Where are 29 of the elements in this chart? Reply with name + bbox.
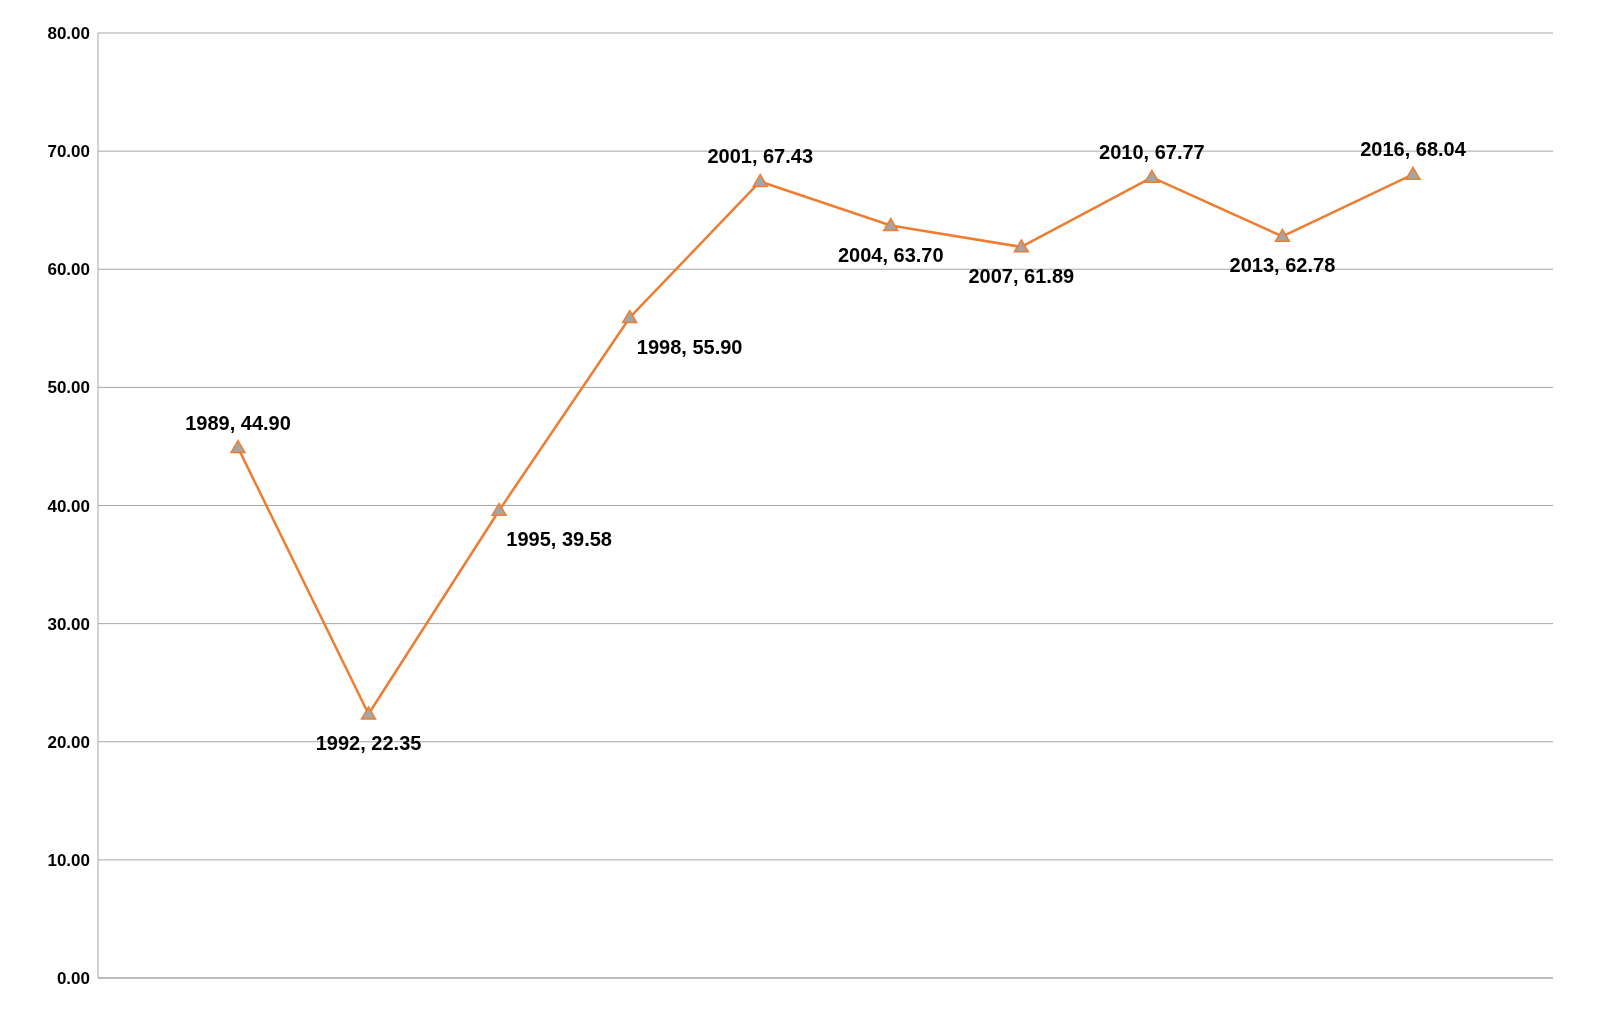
data-label: 1995, 39.58	[506, 528, 612, 551]
y-tick-label: 80.00	[47, 24, 90, 44]
point	[752, 173, 768, 188]
y-tick-label: 70.00	[47, 142, 90, 162]
data-label: 1992, 22.35	[315, 731, 422, 754]
data-label: 1998, 55.90	[636, 335, 743, 358]
point	[883, 217, 899, 232]
y-tick-label: 10.00	[47, 850, 90, 870]
data-label: 2013, 62.78	[1229, 254, 1336, 277]
data-label: 2010, 67.77	[1099, 141, 1205, 164]
point	[621, 309, 638, 324]
y-tick-label: 20.00	[47, 732, 90, 752]
point	[360, 706, 377, 720]
y-tick-label: 50.00	[47, 378, 90, 398]
y-tick-label: 30.00	[47, 614, 90, 634]
point	[491, 502, 507, 517]
point	[1274, 228, 1291, 243]
y-tick-label: 0.00	[56, 969, 90, 989]
data-label: 2007, 61.89	[968, 264, 1075, 287]
point	[230, 439, 246, 454]
point	[1405, 166, 1421, 180]
point	[1144, 169, 1160, 184]
y-tick-label: 40.00	[47, 496, 90, 516]
point	[1013, 239, 1030, 253]
data-label: 1989, 44.90	[185, 411, 291, 434]
data-label: 2004, 63.70	[837, 243, 944, 266]
data-label: 2001, 67.43	[707, 145, 814, 168]
y-tick-label: 60.00	[47, 260, 90, 280]
data-label: 2016, 68.04	[1360, 138, 1467, 161]
